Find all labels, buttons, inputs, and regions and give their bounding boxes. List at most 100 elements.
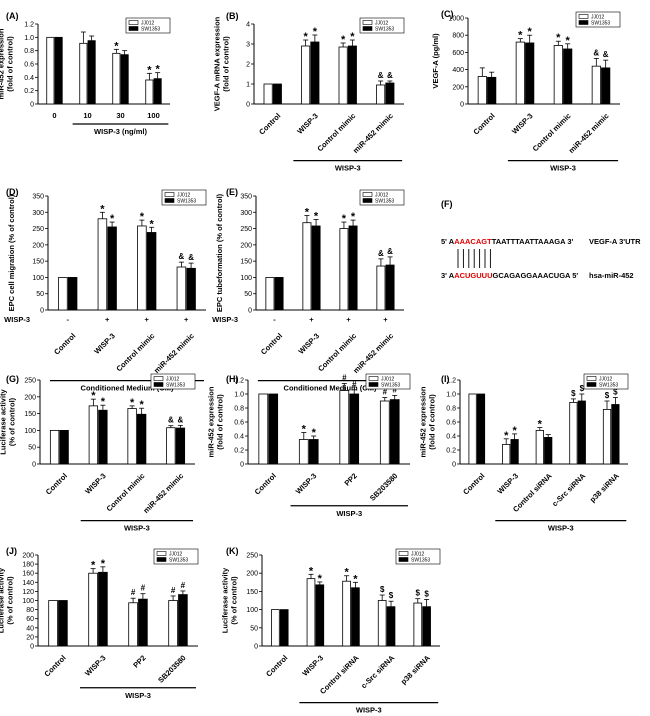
bar-jj012	[112, 52, 121, 105]
significance-mark: *	[351, 211, 356, 223]
y-tick-label: 300	[240, 210, 252, 217]
significance-mark: *	[139, 399, 144, 411]
bar-jj012	[88, 405, 99, 465]
mirna-name: hsa-miR-452	[589, 271, 634, 280]
bar-sw1353	[138, 598, 148, 647]
bar-sw1353	[311, 225, 321, 311]
legend-label: JJ012	[375, 21, 389, 27]
y-tick-label: 150	[246, 589, 258, 596]
y-tick-label: 0.2	[24, 88, 34, 95]
x-tick-label: miR-452 mimic	[567, 111, 611, 155]
significance-mark: *	[344, 567, 349, 579]
panel-label: (G)	[6, 374, 19, 384]
y-tick-label: 0	[460, 102, 464, 109]
group-label: Conditioned Medium (CM)	[81, 384, 174, 393]
significance-mark: *	[91, 390, 96, 402]
bar-jj012	[535, 429, 544, 465]
significance-mark: &	[179, 252, 185, 261]
bar-sw1353	[389, 399, 400, 465]
significance-mark: *	[302, 424, 307, 436]
x-tick-label: Control mimic	[531, 111, 573, 153]
y-tick-label: 0.8	[446, 406, 456, 413]
bar-sw1353	[186, 267, 196, 311]
bar-jj012	[298, 439, 309, 465]
y-tick-label: 0.4	[446, 434, 456, 441]
significance-mark: *	[341, 34, 346, 46]
bar-sw1353	[385, 264, 395, 311]
bar-sw1353	[98, 409, 108, 465]
panel-c: (C) 0 200 400 600 800 1000 VEGF-A (pg/ml) * * * * & &…	[431, 9, 621, 173]
significance-mark: #	[171, 586, 176, 595]
y-tick-label: 0	[30, 644, 34, 651]
bar-sw1353	[107, 226, 117, 311]
significance-mark: $	[424, 589, 429, 598]
legend-swatch-sw1353	[398, 557, 409, 562]
bar-jj012	[137, 225, 147, 311]
bar-sw1353	[563, 48, 573, 105]
y-axis-label: (fold of control)	[428, 394, 437, 450]
panel-g: (G) 0 50 100 150 200 250 Luciferase activity (% …	[0, 373, 196, 533]
significance-mark: $	[571, 389, 576, 398]
treatment-label: WISP-3	[212, 315, 238, 324]
utr-name: VEGF-A 3'UTR	[589, 237, 641, 246]
y-tick-label: 0.6	[234, 420, 244, 427]
significance-mark: *	[101, 558, 106, 570]
panel-f: (F) 5' AAAACAGTTAATTTAATTAAAGA 3' VEGF-A…	[441, 199, 641, 280]
significance-mark: *	[155, 64, 160, 76]
y-tick-label: 0	[30, 102, 34, 109]
legend-swatch-sw1353	[362, 198, 373, 203]
y-tick-label: 150	[32, 259, 44, 266]
base-pair-lines	[457, 249, 491, 268]
bar-sw1353	[59, 429, 69, 465]
legend-label: SW1353	[375, 27, 394, 33]
legend-swatch-jj012	[153, 376, 164, 381]
bar-jj012	[477, 76, 487, 105]
panel-d: (D) 0 50 100 150 200 250 300 350 EPC cell migrati…	[4, 187, 207, 393]
legend-label: SW1353	[591, 21, 610, 27]
bar-jj012	[342, 580, 351, 647]
y-tick-label: 1.0	[24, 35, 34, 42]
group-label: Conditioned Medium (CM)	[284, 384, 377, 393]
y-axis-label: EPC tubeformation (% of control)	[215, 193, 224, 312]
y-tick-label: 1000	[448, 16, 464, 23]
legend-swatch-jj012	[164, 192, 175, 197]
y-tick-label: 0	[248, 308, 252, 315]
y-tick-label: 100	[240, 275, 252, 282]
group-label: WISP-3 (ng/ml)	[94, 127, 147, 136]
significance-mark: $	[380, 585, 385, 594]
y-tick-label: 150	[24, 411, 36, 418]
y-tick-label: 600	[452, 50, 464, 57]
y-tick-label: 200	[452, 84, 464, 91]
significance-mark: *	[149, 218, 154, 230]
significance-mark: $	[580, 384, 585, 393]
bar-jj012	[46, 36, 55, 105]
x-tick-label: p38 siRNA	[588, 471, 621, 504]
legend-swatch-sw1353	[586, 382, 597, 387]
legend-label: SW1353	[166, 383, 185, 389]
bar-sw1353	[308, 439, 319, 465]
legend-label: JJ012	[166, 377, 180, 383]
legend-label: JJ012	[177, 193, 191, 199]
y-tick-label: 250	[24, 378, 36, 385]
bar-sw1353	[146, 232, 157, 311]
legend-label: SW1353	[169, 558, 188, 564]
significance-mark: *	[314, 210, 319, 222]
treatment-mark: +	[309, 315, 314, 324]
x-tick-label: WISP-3	[92, 331, 117, 356]
bar-sw1353	[476, 393, 486, 465]
y-tick-label: 300	[32, 210, 44, 217]
panel-label: (I)	[441, 374, 450, 384]
panel-f-label: (F)	[441, 199, 453, 209]
y-tick-label: 1.2	[446, 378, 456, 385]
y-tick-label: 0.2	[234, 448, 244, 455]
legend-swatch-jj012	[398, 551, 409, 556]
panel-label: (K)	[226, 546, 239, 556]
legend-swatch-jj012	[362, 192, 373, 197]
legend-label: JJ012	[375, 193, 389, 199]
significance-mark: #	[141, 584, 146, 593]
bar-jj012	[49, 429, 60, 465]
y-tick-label: 0.2	[446, 448, 456, 455]
y-tick-label: 50	[28, 445, 36, 452]
panel-label: (D)	[6, 187, 19, 197]
bar-jj012	[302, 222, 312, 311]
